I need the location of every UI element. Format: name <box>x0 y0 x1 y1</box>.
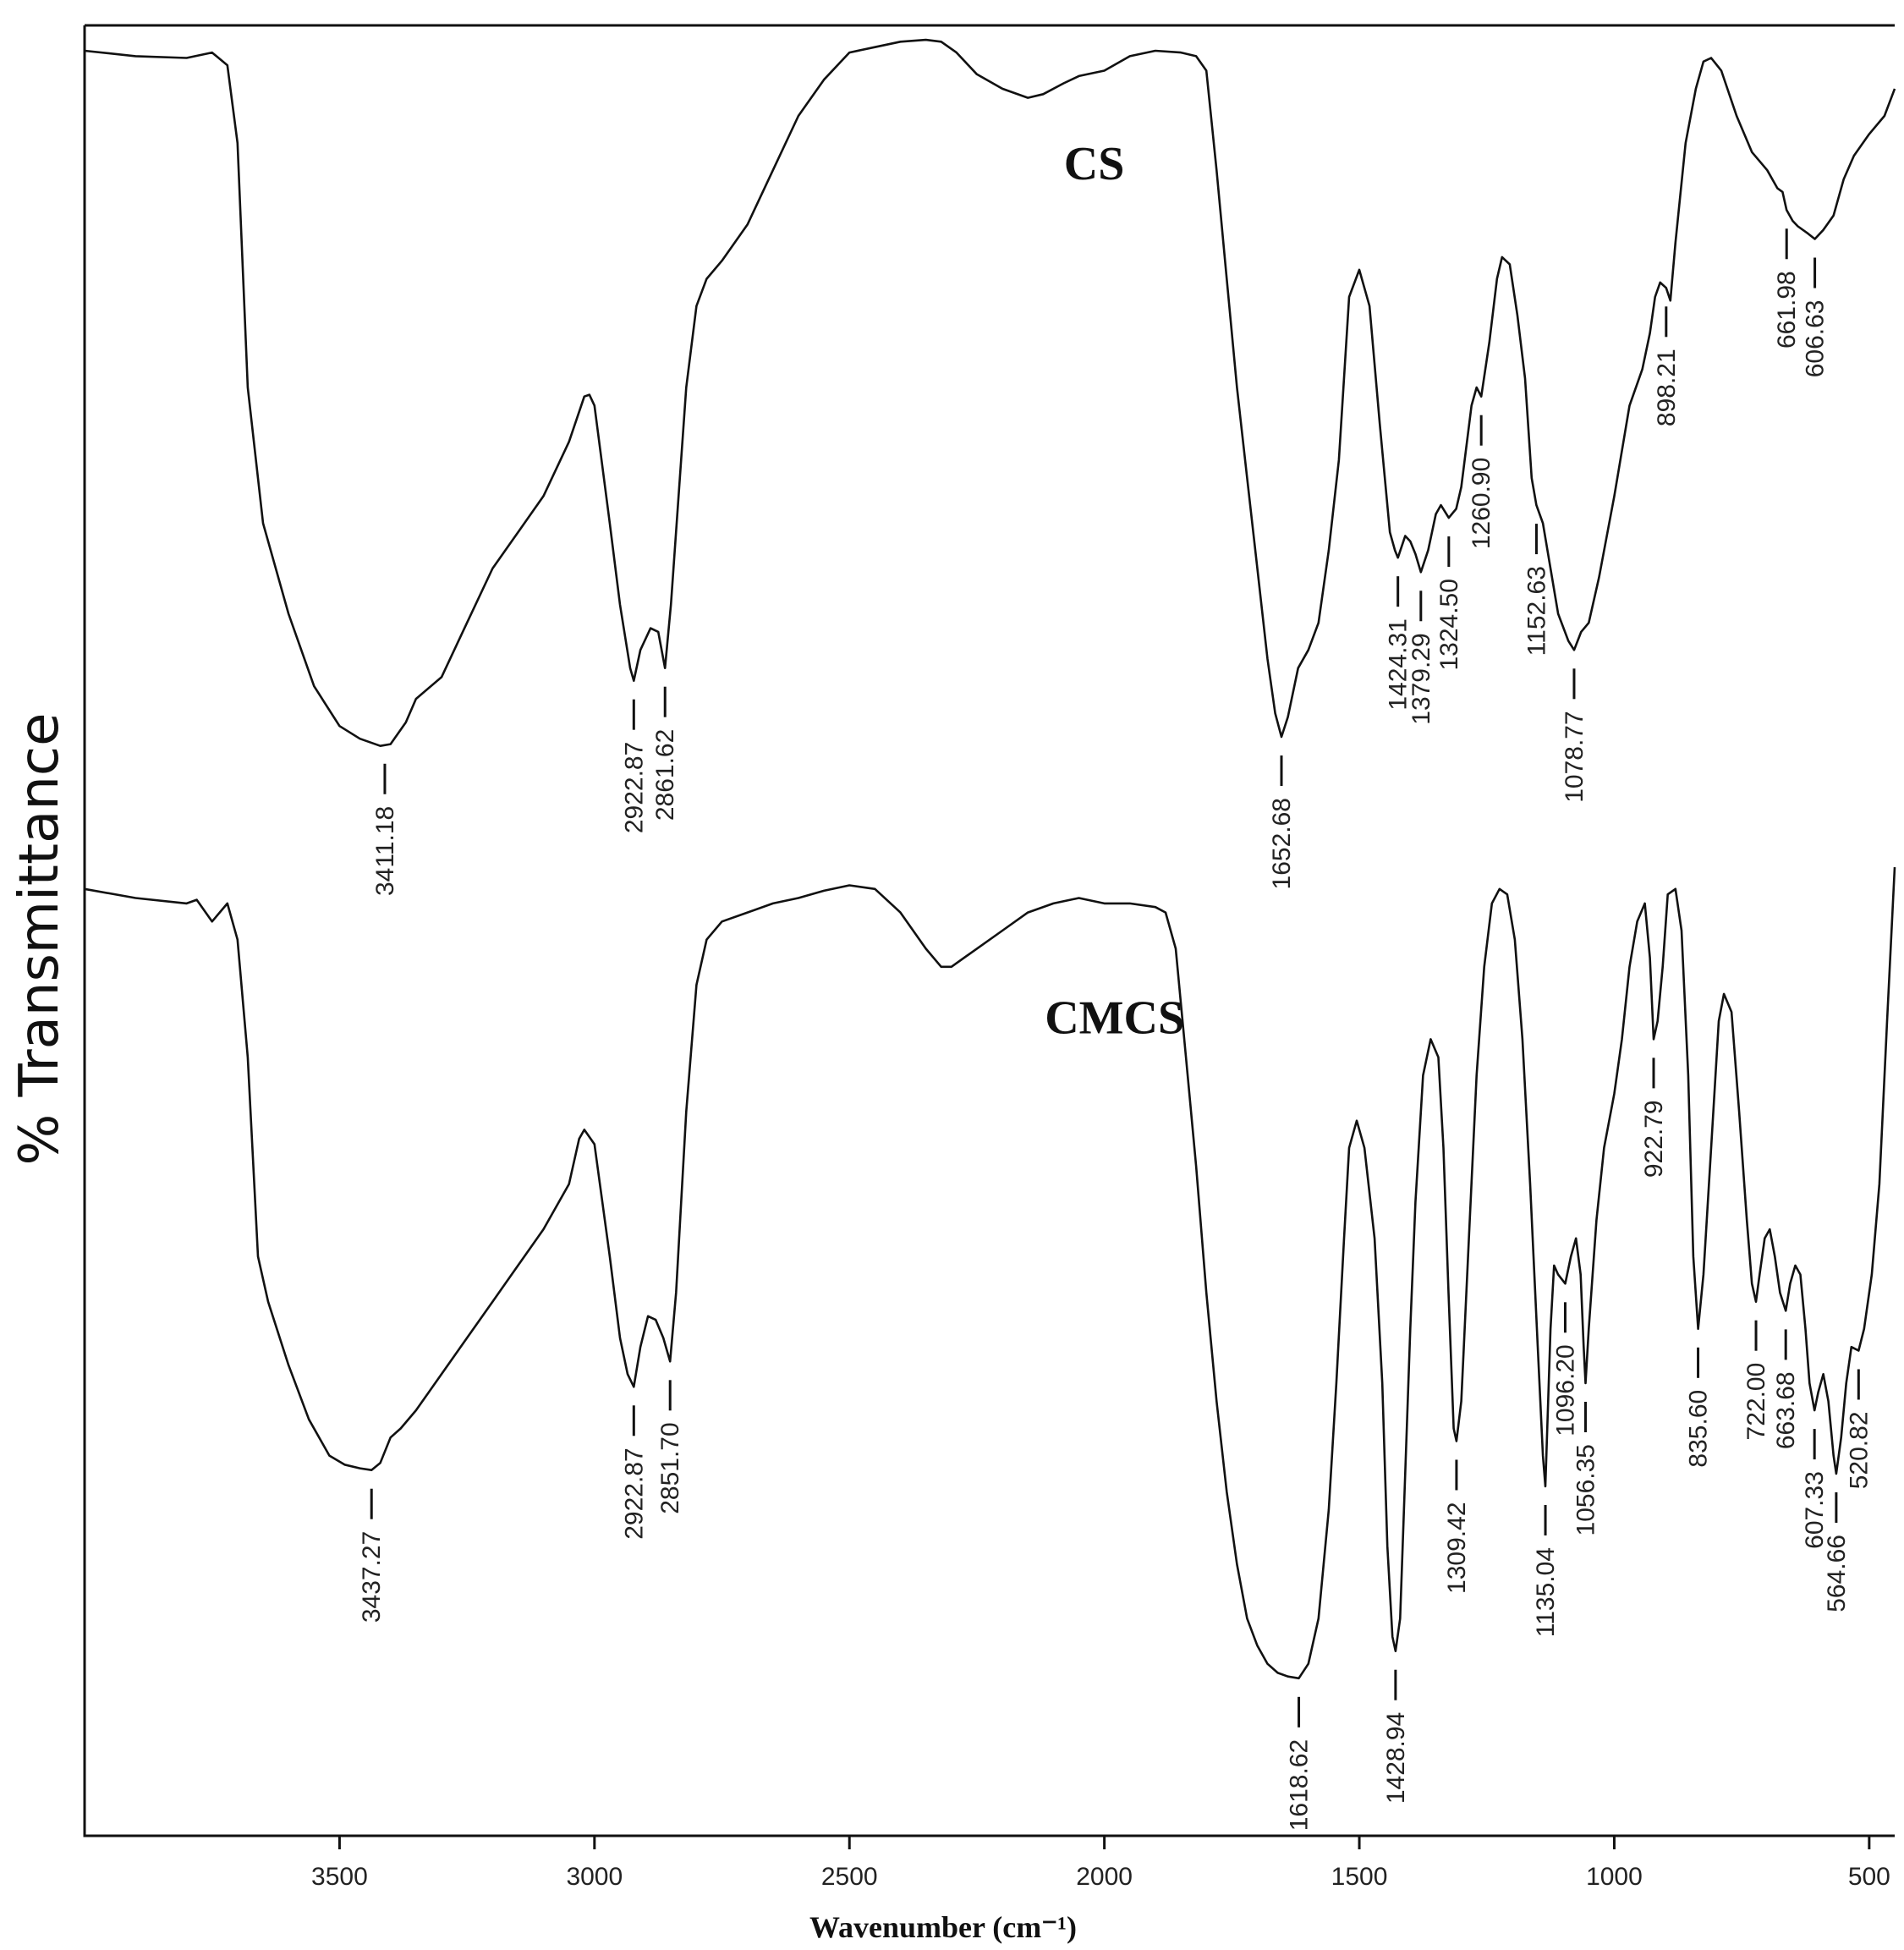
x-axis-ticks: 3500 3000 2500 2000 1500 1000 500 <box>311 1836 1890 1891</box>
peak-label: 1152.63 <box>1523 566 1550 656</box>
peak-label: 1056.35 <box>1572 1444 1599 1535</box>
peak-label: 2861.62 <box>651 729 679 821</box>
peak-label: 663.68 <box>1772 1371 1800 1449</box>
spectrum-line-cs <box>84 38 1896 747</box>
y-axis-label: % Transmittance <box>8 713 71 1166</box>
x-tick-label: 1500 <box>1331 1863 1388 1891</box>
peak-label: 722.00 <box>1742 1363 1770 1441</box>
peak-label: 564.66 <box>1823 1535 1851 1612</box>
peak-label: 1309.42 <box>1443 1502 1471 1593</box>
series-label-cs: CS <box>1064 138 1125 190</box>
peak-label: 661.98 <box>1773 271 1801 349</box>
x-axis-label: Wavenumber (cm⁻¹) <box>809 1910 1077 1944</box>
peak-label: 1652.68 <box>1268 798 1296 889</box>
spectra-layer: CS CMCS <box>84 38 1896 1680</box>
peak-label: 2922.87 <box>620 742 648 833</box>
peak-label: 1618.62 <box>1286 1739 1314 1831</box>
peak-label: 1260.90 <box>1468 458 1495 549</box>
x-tick-label: 500 <box>1848 1863 1890 1891</box>
peak-label: 898.21 <box>1653 349 1681 426</box>
peak-label: 1078.77 <box>1561 711 1588 802</box>
peak-label: 607.33 <box>1801 1471 1829 1549</box>
peak-label: 3437.27 <box>358 1531 386 1623</box>
peak-label: 1096.20 <box>1551 1344 1579 1436</box>
x-tick-label: 2000 <box>1076 1863 1133 1891</box>
plot-frame <box>83 24 1895 1837</box>
peak-label: 3411.18 <box>371 806 399 896</box>
x-tick-label: 3500 <box>311 1863 368 1891</box>
peak-label: 1379.29 <box>1407 633 1435 724</box>
x-tick-label: 1000 <box>1586 1863 1643 1891</box>
x-tick-label: 3000 <box>566 1863 623 1891</box>
peak-label: 2922.87 <box>620 1447 648 1539</box>
peak-label: 1324.50 <box>1435 579 1463 670</box>
peak-label: 520.82 <box>1845 1411 1873 1489</box>
peak-label: 835.60 <box>1685 1390 1713 1468</box>
peak-label: 1424.31 <box>1385 618 1413 710</box>
peak-label: 1135.04 <box>1532 1547 1560 1637</box>
spectrum-line-cmcs <box>84 867 1896 1680</box>
peak-label: 1428.94 <box>1382 1712 1410 1804</box>
peak-label: 2851.70 <box>656 1422 684 1513</box>
x-tick-label: 2500 <box>821 1863 878 1891</box>
series-label-cmcs: CMCS <box>1045 991 1184 1044</box>
peak-label: 922.79 <box>1640 1100 1668 1178</box>
peak-label: 606.63 <box>1802 300 1830 378</box>
plot-axes <box>83 24 1895 1837</box>
